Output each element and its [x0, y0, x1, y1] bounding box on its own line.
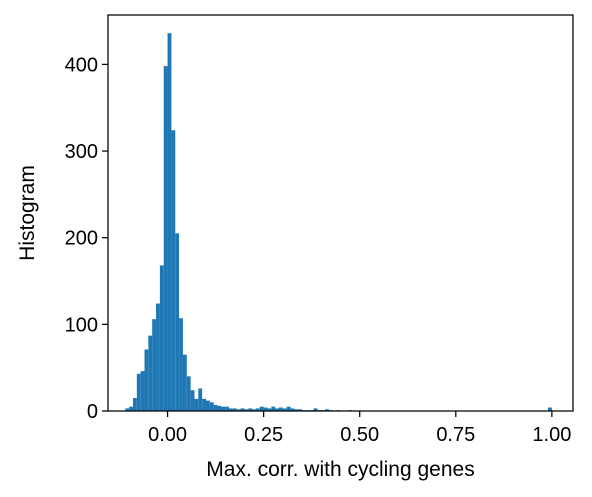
histogram-bar — [140, 371, 145, 411]
histogram-bar — [179, 318, 183, 411]
y-tick-label: 300 — [65, 141, 98, 163]
histogram-bar — [244, 409, 249, 411]
histogram-bar — [263, 407, 268, 411]
histogram-bar — [290, 408, 295, 411]
histogram-bar — [232, 408, 237, 411]
histogram-bar — [175, 233, 180, 411]
histogram-bar — [129, 406, 133, 411]
histogram-bars — [125, 33, 552, 412]
histogram-bar — [209, 402, 214, 411]
histogram-bar — [125, 408, 130, 411]
x-tick-label: 0.00 — [148, 424, 187, 446]
histogram-bar — [206, 400, 210, 411]
histogram-bar — [217, 405, 222, 411]
histogram-bar — [198, 388, 203, 411]
histogram-bar — [194, 398, 199, 411]
histogram-bar — [240, 408, 245, 411]
histogram-bar — [159, 265, 164, 411]
histogram-bar — [279, 407, 283, 411]
histogram-bar — [252, 409, 256, 411]
y-axis-ticks: 0 100 200 300 400 — [65, 54, 108, 423]
histogram-bar — [148, 335, 153, 411]
histogram-bar — [298, 409, 303, 411]
histogram-bar — [167, 33, 172, 411]
histogram-bar — [271, 406, 276, 411]
y-axis-label: Histogram — [16, 165, 39, 261]
histogram-bar — [294, 409, 299, 411]
histogram-bar — [156, 303, 160, 411]
x-tick-label: 0.25 — [244, 424, 283, 446]
histogram-bar — [275, 408, 280, 411]
y-tick-label: 100 — [65, 314, 98, 336]
histogram-bar — [132, 398, 137, 411]
histogram-bar — [259, 406, 264, 411]
histogram-bar — [548, 407, 552, 411]
x-axis-label: Max. corr. with cycling genes — [206, 458, 474, 481]
histogram-bar — [190, 390, 195, 411]
y-tick-label: 400 — [65, 54, 98, 76]
x-tick-label: 0.75 — [436, 424, 475, 446]
histogram-bar — [213, 404, 218, 411]
histogram-bar — [221, 406, 226, 411]
histogram-bar — [267, 408, 272, 411]
histogram-bar — [282, 408, 287, 411]
histogram-bar — [229, 408, 233, 411]
plot-frame — [107, 14, 574, 412]
y-tick-label: 0 — [87, 401, 98, 423]
histogram-bar — [171, 130, 176, 411]
histogram-bar — [163, 66, 168, 412]
histogram-bar — [144, 349, 149, 411]
histogram-bar — [152, 319, 157, 411]
histogram-bar — [236, 409, 241, 411]
histogram-bar — [286, 406, 291, 411]
x-axis-ticks: 0.00 0.25 0.50 0.75 1.00 — [148, 411, 571, 446]
histogram-bar — [248, 408, 253, 411]
histogram-bar — [182, 354, 187, 411]
y-tick-label: 200 — [65, 228, 98, 250]
x-tick-label: 1.00 — [532, 424, 571, 446]
histogram-bar — [186, 376, 191, 411]
x-tick-label: 0.50 — [340, 424, 379, 446]
histogram-bar — [325, 409, 329, 411]
histogram-bar — [202, 398, 206, 411]
histogram-bar — [313, 408, 318, 411]
histogram-bar — [136, 373, 141, 411]
histogram-bar — [225, 406, 230, 411]
histogram-bar — [255, 408, 260, 411]
